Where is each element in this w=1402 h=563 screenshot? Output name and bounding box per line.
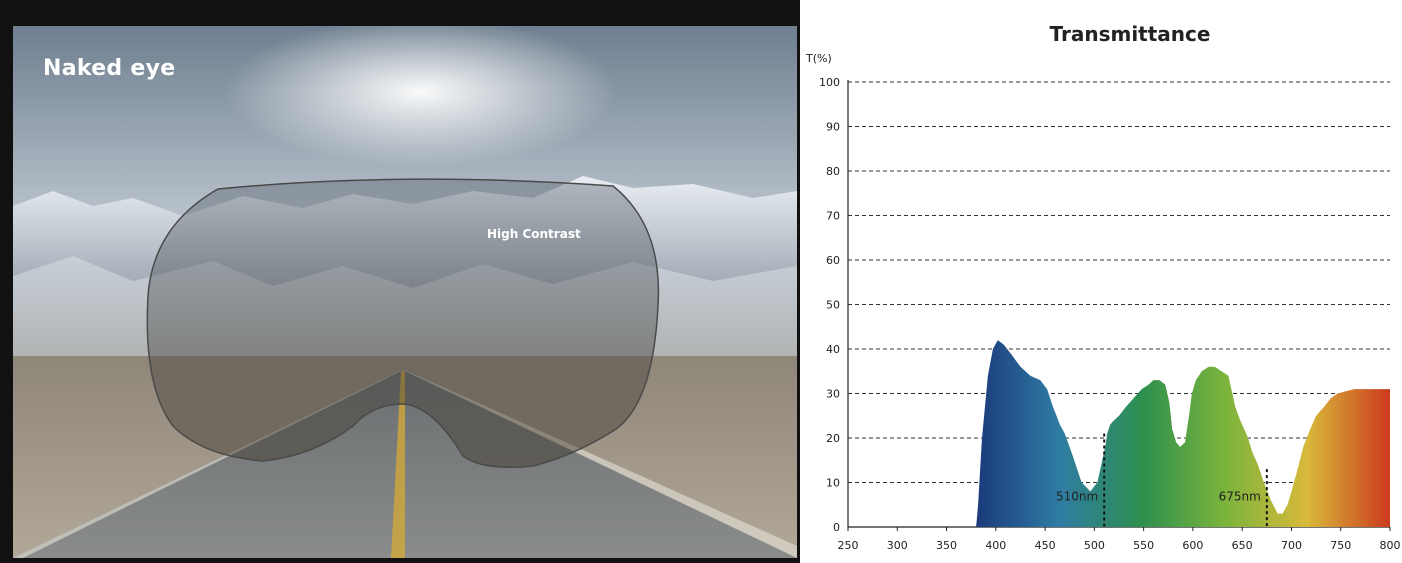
x-tick-label: 550	[1133, 539, 1154, 552]
y-tick-label: 100	[819, 76, 840, 89]
chart-title: Transmittance	[1049, 22, 1211, 46]
y-tick-label: 70	[826, 210, 840, 223]
x-tick-label: 650	[1232, 539, 1253, 552]
y-tick-label: 40	[826, 343, 840, 356]
landscape-scene	[13, 26, 797, 558]
marker-label: 675nm	[1219, 489, 1261, 503]
x-tick-label: 700	[1281, 539, 1302, 552]
y-tick-label: 10	[826, 477, 840, 490]
transmittance-chart: Transmittance T(%) 0 10 20 30 40 50 60 70 80 90 10…	[800, 0, 1402, 563]
marker-label: 510nm	[1056, 489, 1098, 503]
x-tick-label: 400	[985, 539, 1006, 552]
transmittance-area	[976, 340, 1390, 527]
x-tick-label: 300	[887, 539, 908, 552]
y-tick-label: 50	[826, 299, 840, 312]
y-tick-label: 60	[826, 254, 840, 267]
x-tick-label: 750	[1330, 539, 1351, 552]
chart-plot: 0 10 20 30 40 50 60 70 80 90 100 250 300 350 400 450 500…	[819, 76, 1401, 552]
y-tick-label: 30	[826, 388, 840, 401]
x-tick-label: 600	[1182, 539, 1203, 552]
y-axis-label: T(%)	[806, 52, 832, 65]
x-tick-label: 500	[1084, 539, 1105, 552]
x-tick-label: 350	[936, 539, 957, 552]
y-tick-label: 80	[826, 165, 840, 178]
naked-eye-label: Naked eye	[43, 56, 176, 81]
high-contrast-label: High Contrast	[487, 227, 581, 241]
x-tick-label: 800	[1380, 539, 1401, 552]
lens-overlay	[146, 178, 660, 468]
x-tick-label: 250	[838, 539, 859, 552]
naked-eye-photo: Naked eye High Contrast	[13, 26, 797, 558]
y-tick-label: 90	[826, 121, 840, 134]
y-tick-label: 0	[833, 521, 840, 534]
y-tick-label: 20	[826, 432, 840, 445]
x-tick-label: 450	[1035, 539, 1056, 552]
